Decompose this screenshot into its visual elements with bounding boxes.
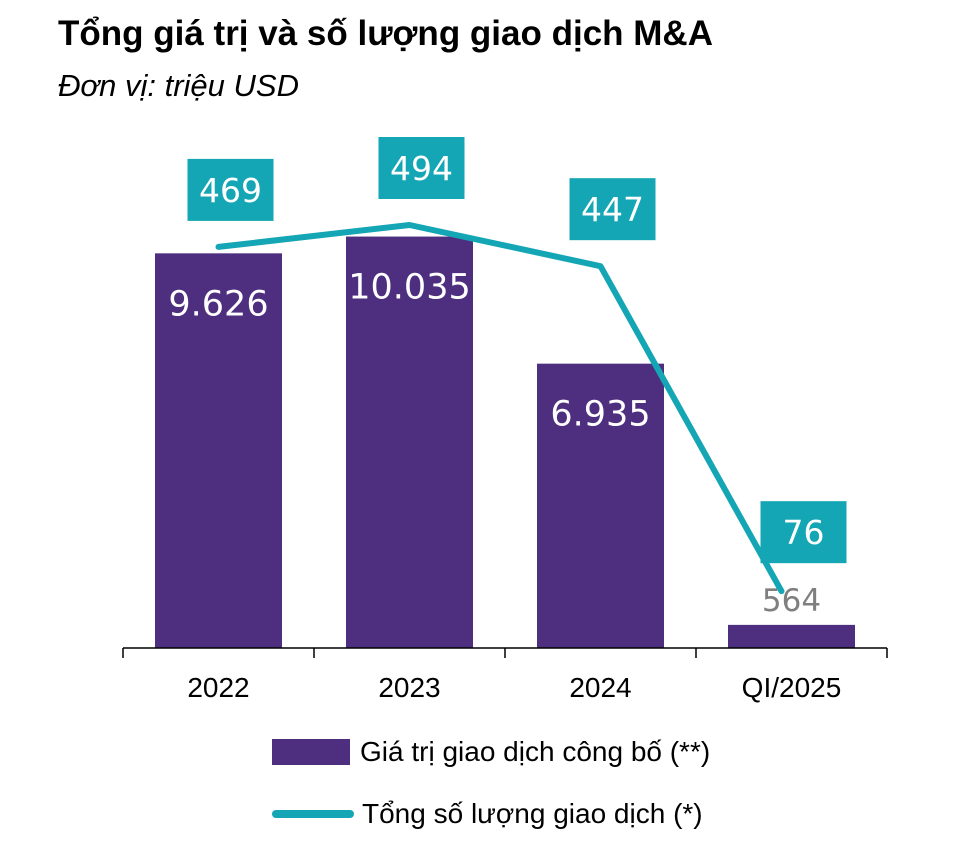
bar-QI/2025 <box>728 624 855 648</box>
line-value-label: 494 <box>390 149 453 188</box>
x-tick-label-2024: 2024 <box>569 672 631 703</box>
x-tick-label-QI/2025: QI/2025 <box>742 672 842 703</box>
bar-2022 <box>155 253 282 649</box>
line-value-box <box>187 158 274 221</box>
legend-bar-label: Giá trị giao dịch công bố (**) <box>360 736 711 767</box>
bar-value-label: 10.035 <box>348 268 470 308</box>
bar-value-label: 6.935 <box>550 395 650 435</box>
line-value-box <box>760 501 847 564</box>
line-series <box>215 222 785 595</box>
x-tick-label-2023: 2023 <box>378 672 440 703</box>
legend-item-line: Tổng số lượng giao dịch (*) <box>272 798 703 830</box>
x-tick-label-2022: 2022 <box>187 672 249 703</box>
line-value-label: 447 <box>581 190 644 229</box>
line-value-label: 76 <box>783 513 825 552</box>
chart-subtitle: Đơn vị: triệu USD <box>58 68 299 103</box>
chart-title: Tổng giá trị và số lượng giao dịch M&A <box>58 14 713 53</box>
bar-2023 <box>346 236 473 648</box>
bar-value-label: 564 <box>762 583 821 619</box>
bar-value-label: 9.626 <box>168 284 268 324</box>
line-value-label: 469 <box>199 171 262 210</box>
legend-line-swatch <box>272 810 354 818</box>
legend-bar-swatch <box>272 739 350 765</box>
legend-item-bar: Giá trị giao dịch công bố (**) <box>272 736 710 768</box>
line-value-box <box>569 178 656 241</box>
legend-line-label: Tổng số lượng giao dịch (*) <box>362 798 703 829</box>
bar-2024 <box>537 363 664 648</box>
line-value-box <box>378 137 465 199</box>
